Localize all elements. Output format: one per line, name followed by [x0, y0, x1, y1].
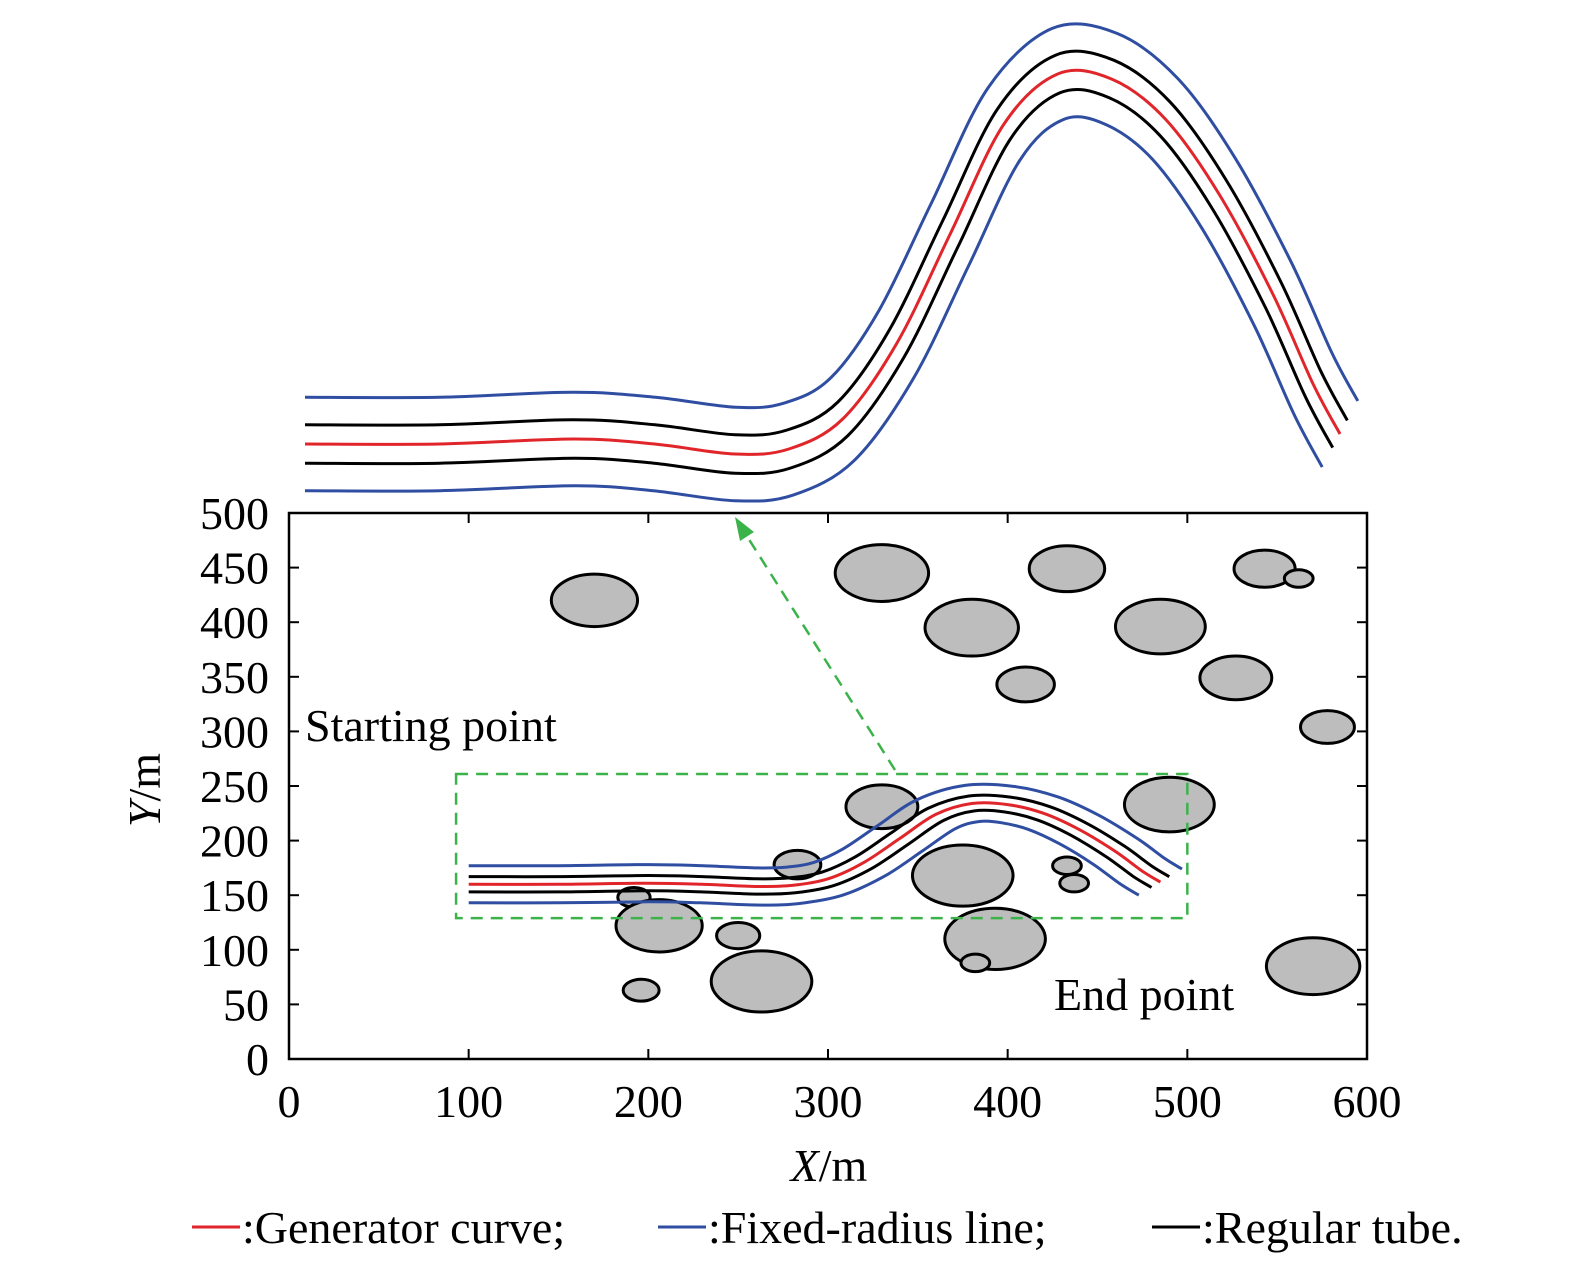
- obstacle-11: [844, 783, 920, 831]
- inset-fixed-radius-lower: [304, 115, 1324, 503]
- fixed-radius-line-upper: [468, 782, 1183, 871]
- zoom-arrow-head: [735, 517, 754, 541]
- y-tick-label: 500: [200, 488, 269, 539]
- obstacle-7: [1198, 654, 1274, 702]
- zoom-arrow-line: [741, 529, 897, 771]
- obstacle-23: [709, 949, 814, 1014]
- obstacle-14: [910, 843, 1015, 908]
- y-tick-label: 150: [200, 870, 269, 921]
- y-axis-title: Y/m: [119, 753, 170, 827]
- zoomed-inset: [304, 22, 1360, 503]
- regular-tube-lower: [468, 808, 1153, 896]
- axes: 0 100 200 300 400 500 600050100150200250300350…: [200, 488, 1402, 1127]
- x-tick-label: 200: [614, 1076, 683, 1127]
- y-tick-label: 250: [200, 761, 269, 812]
- x-tick-label: 500: [1153, 1076, 1222, 1127]
- inset-generator-curve: [304, 68, 1342, 456]
- obstacle-4: [995, 665, 1056, 704]
- obstacle-16: [1058, 872, 1091, 894]
- x-tick-label: 400: [973, 1076, 1042, 1127]
- obstacle-9: [1282, 568, 1315, 589]
- inset-fixed-radius-upper: [304, 22, 1360, 410]
- obstacle-18: [614, 898, 704, 954]
- obstacle-10: [1299, 709, 1356, 745]
- zoom-region-box: [454, 772, 1189, 920]
- end-point-label: End point: [1054, 969, 1234, 1020]
- legend: :Generator curve; :Fixed-radius line; :R…: [192, 1202, 1463, 1253]
- y-tick-label: 350: [200, 652, 269, 703]
- obstacle-3: [923, 597, 1020, 658]
- x-tick-label: 300: [794, 1076, 863, 1127]
- inset-regular-tube-lower: [304, 87, 1335, 476]
- fixed-radius-line-lower: [468, 819, 1140, 907]
- y-tick-label: 450: [200, 543, 269, 594]
- x-axis-title: X/m: [789, 1140, 868, 1191]
- obstacle-1: [549, 572, 640, 629]
- plot-area: [454, 517, 1362, 1014]
- regular-tube-upper: [468, 793, 1171, 881]
- x-tick-label: 600: [1333, 1076, 1402, 1127]
- obstacle-12: [1122, 775, 1216, 834]
- y-tick-label: 100: [200, 925, 269, 976]
- y-tick-label: 300: [200, 706, 269, 757]
- legend-label-fixed: :Fixed-radius line;: [708, 1202, 1047, 1253]
- legend-label-tube: :Regular tube.: [1202, 1202, 1463, 1253]
- obstacle-24: [1264, 936, 1362, 997]
- x-tick-label: 100: [434, 1076, 503, 1127]
- y-tick-label: 200: [200, 816, 269, 867]
- obstacle-15: [1051, 855, 1083, 876]
- legend-label-generator: :Generator curve;: [242, 1202, 565, 1253]
- obstacle-19: [715, 921, 762, 951]
- starting-point-label: Starting point: [305, 700, 557, 751]
- obstacle-5: [1027, 544, 1107, 594]
- obstacle-2: [833, 543, 931, 603]
- obstacle-22: [621, 977, 661, 1003]
- obstacle-6: [1113, 597, 1207, 656]
- inset-regular-tube-upper: [304, 49, 1349, 437]
- y-tick-label: 0: [246, 1034, 269, 1085]
- x-tick-label: 0: [278, 1076, 301, 1127]
- obstacle-21: [959, 952, 992, 974]
- y-tick-label: 50: [223, 979, 269, 1030]
- generator-curve: [468, 801, 1162, 889]
- y-tick-label: 400: [200, 597, 269, 648]
